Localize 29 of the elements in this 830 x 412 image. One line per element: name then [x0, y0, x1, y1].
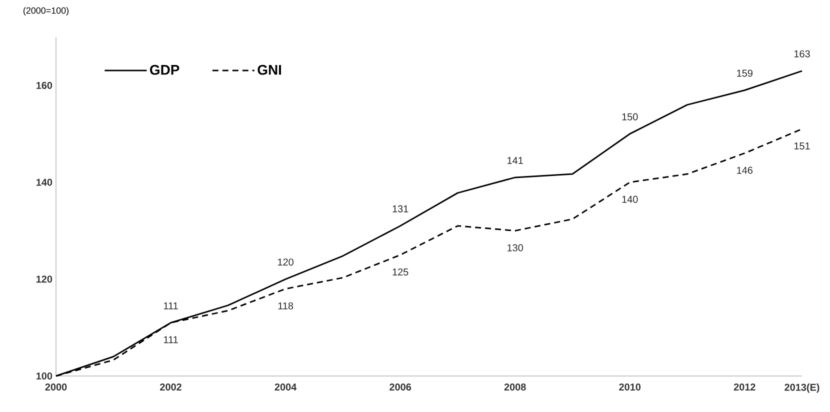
y-axis-title: (2000=100) — [24, 7, 68, 16]
y-tick-label: 160 — [36, 82, 52, 89]
data-label: 150 — [622, 113, 638, 120]
legend-label: GDP — [150, 64, 180, 75]
x-tick-label: 2006 — [390, 384, 412, 391]
data-label: 146 — [737, 166, 752, 174]
legend-label: GNI — [258, 64, 282, 75]
x-tick-label: 2000 — [45, 384, 67, 391]
x-tick-label: 2012 — [734, 384, 756, 391]
data-label: 159 — [737, 70, 752, 77]
data-label: 125 — [392, 268, 408, 276]
data-label: 141 — [508, 157, 523, 164]
y-tick-label: 140 — [36, 178, 52, 186]
x-tick-label: 2010 — [619, 384, 641, 391]
data-label: 131 — [392, 205, 408, 212]
x-tick-label: 2008 — [504, 384, 526, 391]
data-label: 120 — [278, 258, 294, 266]
data-label: 130 — [508, 244, 524, 252]
data-label: 111 — [164, 302, 178, 310]
x-tick-label: 2002 — [160, 384, 182, 391]
y-tick-label: 100 — [36, 372, 52, 380]
data-label: 151 — [794, 142, 810, 150]
data-label: 111 — [164, 336, 178, 344]
y-tick-label: 120 — [36, 276, 52, 283]
x-tick-label: 2013(E) — [784, 384, 820, 393]
data-label: 118 — [278, 302, 294, 310]
data-label: 163 — [794, 50, 810, 58]
x-tick-label: 2004 — [274, 384, 297, 391]
data-label: 140 — [622, 196, 638, 203]
